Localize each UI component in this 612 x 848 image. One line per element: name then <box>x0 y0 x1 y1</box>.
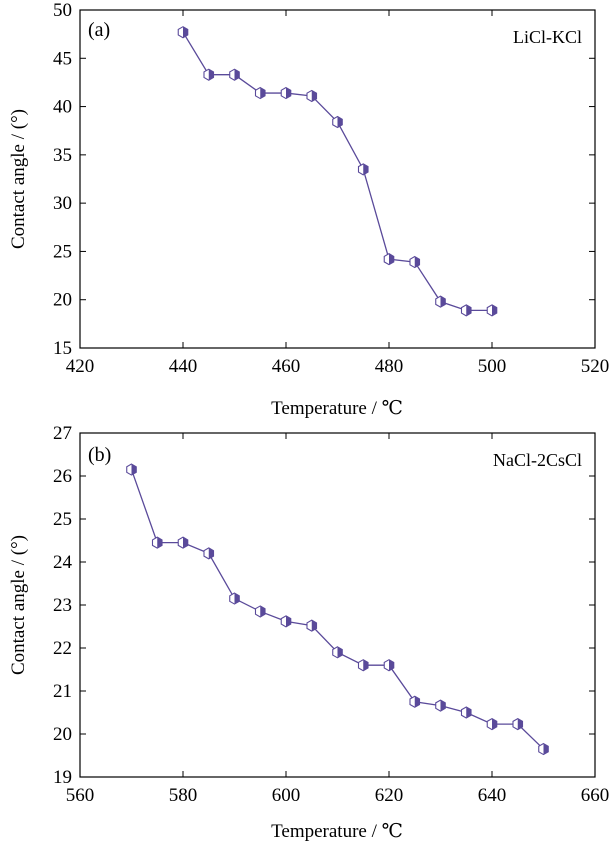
panel-a: (a) LiCl-KCl Temperature / ℃ Contact ang… <box>8 0 609 419</box>
x-tick-label-a: 420 <box>66 356 95 377</box>
data-point-a <box>383 253 395 266</box>
y-tick-label-b: 23 <box>53 595 72 616</box>
y-tick-label-b: 22 <box>53 638 72 659</box>
legend-text-a: LiCl-KCl <box>513 27 582 47</box>
x-tick-label-b: 640 <box>478 785 507 806</box>
data-point-b <box>151 536 163 549</box>
x-tick-label-b: 660 <box>581 785 610 806</box>
ticks-a: 420 440 460 480 500 520 15 20 25 30 35 40 45 50 <box>53 0 609 377</box>
x-tick-label-b: 600 <box>272 785 301 806</box>
x-tick-label-a: 500 <box>478 356 507 377</box>
data-point-a <box>229 68 240 81</box>
y-tick-label-a: 15 <box>53 338 72 359</box>
x-tick-label-b: 580 <box>169 785 198 806</box>
data-point-b <box>280 615 292 628</box>
y-axis-label-a: Contact angle / (°) <box>8 109 29 249</box>
y-tick-label-b: 19 <box>53 767 72 788</box>
x-tick-label-a: 480 <box>375 356 404 377</box>
y-tick-label-a: 30 <box>53 193 72 214</box>
x-tick-label-b: 620 <box>375 785 404 806</box>
data-point-b <box>460 706 472 719</box>
data-point-a <box>332 115 343 129</box>
panel-b: (b) NaCl-2CsCl Temperature / ℃ Contact a… <box>8 423 609 842</box>
data-point-b <box>254 605 266 618</box>
y-tick-label-b: 20 <box>53 724 72 745</box>
x-tick-label-a: 460 <box>272 356 301 377</box>
data-point-b <box>409 695 421 708</box>
x-axis-label-b: Temperature / ℃ <box>271 821 403 842</box>
ticks-b: 560 580 600 620 640 660 19 20 21 22 23 24 25 26 27 <box>53 423 609 806</box>
series-b <box>126 463 549 756</box>
series-a <box>177 26 498 317</box>
x-tick-label-b: 560 <box>66 785 95 806</box>
panel-label-a: (a) <box>88 19 110 41</box>
data-point-a <box>357 163 369 176</box>
y-axis-label-b: Contact angle / (°) <box>8 535 29 675</box>
data-point-a <box>486 304 498 317</box>
data-point-b <box>203 547 215 560</box>
data-point-b <box>177 536 189 549</box>
x-axis-label-a: Temperature / ℃ <box>271 398 403 419</box>
y-tick-label-a: 35 <box>53 145 72 166</box>
y-tick-label-b: 25 <box>53 509 72 530</box>
data-point-a <box>306 89 318 103</box>
x-tick-label-a: 440 <box>169 356 198 377</box>
plot-frame-a <box>79 9 596 349</box>
data-point-b <box>512 717 524 731</box>
data-point-b <box>126 463 137 476</box>
series-line-b <box>130 469 544 750</box>
data-point-b <box>486 717 498 731</box>
data-point-a <box>177 26 189 39</box>
x-tick-label-a: 520 <box>581 356 610 377</box>
data-point-a <box>460 304 472 317</box>
y-tick-label-a: 45 <box>53 48 72 69</box>
legend-text-b: NaCl-2CsCl <box>493 450 582 470</box>
y-tick-label-b: 26 <box>53 466 72 487</box>
data-point-b <box>229 592 240 605</box>
data-point-a <box>203 68 215 81</box>
y-tick-label-b: 24 <box>53 552 73 573</box>
data-point-b <box>538 742 549 756</box>
panel-label-b: (b) <box>88 444 111 466</box>
y-tick-label-a: 50 <box>53 0 72 21</box>
y-tick-label-b: 27 <box>53 423 72 444</box>
data-point-a <box>254 86 266 100</box>
y-tick-label-a: 25 <box>53 241 72 262</box>
data-point-a <box>409 255 421 269</box>
data-point-b <box>383 659 395 672</box>
y-tick-label-a: 40 <box>53 97 72 118</box>
data-point-a <box>280 86 292 100</box>
y-tick-label-a: 20 <box>53 290 72 311</box>
data-point-b <box>332 646 343 659</box>
data-point-a <box>435 295 446 308</box>
data-point-b <box>357 659 369 672</box>
data-point-b <box>306 619 318 632</box>
data-point-b <box>435 699 446 712</box>
y-tick-label-b: 21 <box>53 681 72 702</box>
